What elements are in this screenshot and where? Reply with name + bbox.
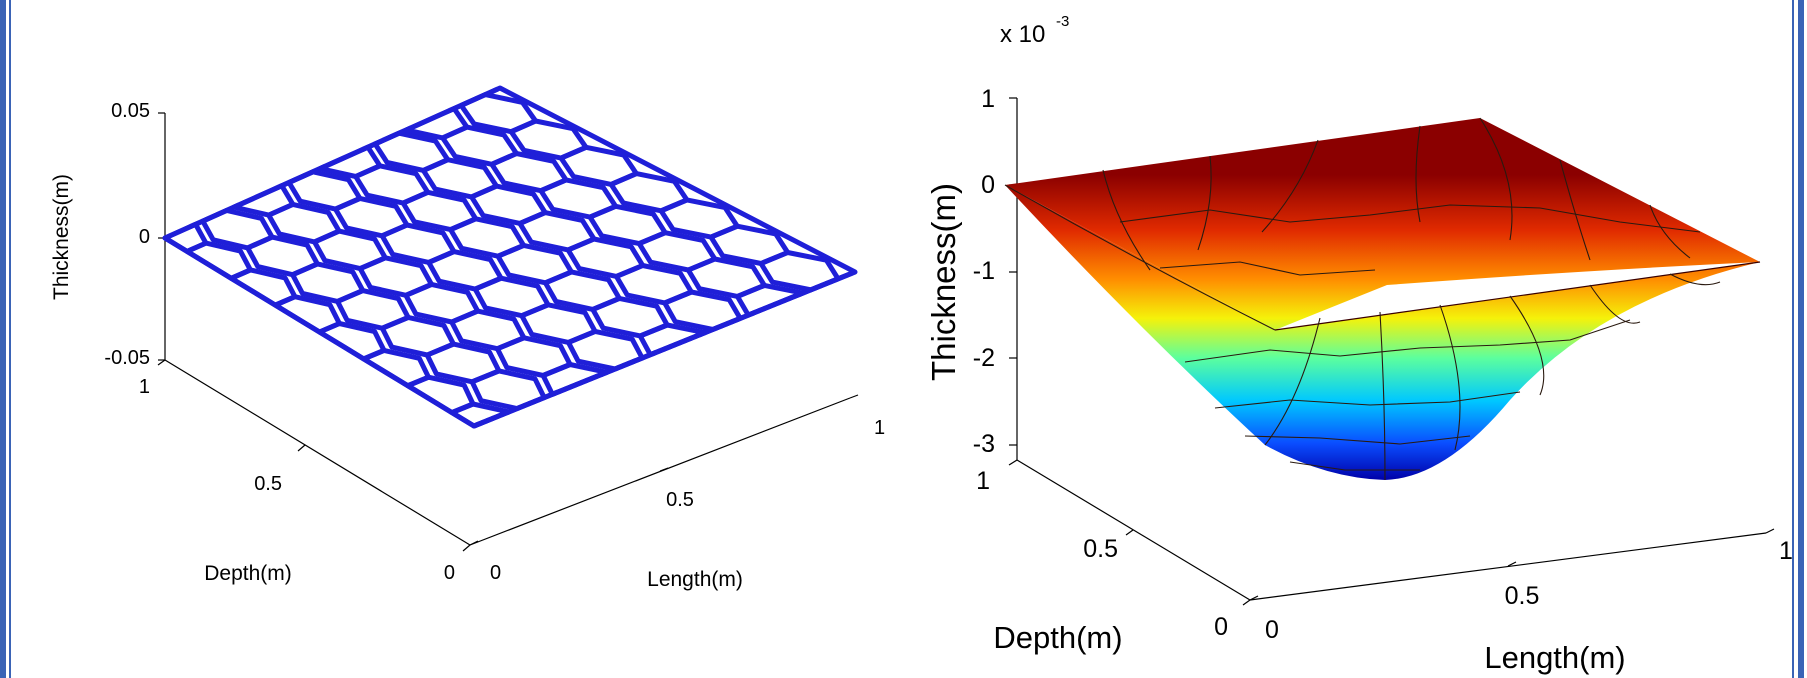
y-tick-label-2: 0.5 [1083, 535, 1118, 563]
surface-back-face [1005, 118, 1760, 330]
surface-rim-edge [1274, 261, 1761, 331]
tick-mark [157, 359, 166, 366]
mesh-edge [1289, 461, 1420, 471]
wireframe-surface-plot: 0.05 0 -0.05 1 0.5 0 0 0.5 1 Thickness(m… [50, 85, 885, 591]
tick-mark [659, 467, 669, 472]
tick-mark [1507, 561, 1517, 567]
z-tick-label-2: 0 [139, 226, 150, 248]
x-tick-label-1: 0 [490, 562, 501, 584]
y-axis-label: Depth(m) [993, 620, 1122, 655]
tick-mark [1765, 528, 1775, 534]
mesh-edge [1184, 319, 1631, 363]
mesh-edge [1004, 184, 1276, 331]
y-axis-label: Depth(m) [204, 562, 292, 585]
z-multiplier-label: x 10 [1000, 21, 1045, 48]
mesh-cell [446, 86, 500, 114]
frame-right-border-inner [1792, 0, 1794, 678]
y-tick-label-3: 0 [1214, 613, 1228, 641]
frame-left-border [0, 0, 6, 678]
mesh-edge [1669, 273, 1721, 286]
mesh-edge [1214, 391, 1521, 409]
hexagonal-mesh [162, 86, 855, 429]
mesh-edge [1415, 125, 1421, 223]
x-tick-label-3: 1 [1779, 537, 1793, 565]
y-tick-label-1: 1 [976, 467, 990, 495]
mesh-edge [1159, 261, 1376, 276]
z-tick-label-1: 1 [981, 85, 995, 113]
z-tick-label-3: -1 [973, 257, 995, 285]
mesh-cell [274, 163, 328, 191]
mesh-edge [1649, 204, 1691, 259]
frame-left-border-inner [9, 0, 11, 678]
mesh-edge [1119, 204, 1701, 233]
y-tick-label-2: 0.5 [254, 473, 282, 495]
z-tick-label-4: -2 [973, 344, 995, 372]
mesh-cell [231, 183, 296, 218]
surface-bowl-front [1005, 185, 1760, 480]
z-axis-label: Thickness(m) [925, 183, 962, 381]
z-tick-label-1: 0.05 [111, 100, 150, 122]
tick-mark [1249, 595, 1259, 601]
mesh-cell [162, 221, 209, 254]
tick-mark [1008, 459, 1018, 466]
tick-mark [849, 394, 859, 399]
y-tick-label-1: 1 [139, 376, 150, 398]
mesh-edge [1197, 155, 1212, 251]
mesh-edge [1589, 284, 1641, 324]
tick-mark [469, 540, 479, 546]
mesh-edge [1559, 159, 1591, 261]
mesh-edge [1379, 311, 1386, 481]
shaded-surface-plot: x 10 -3 1 0 -1 -2 -3 1 0.5 0 0 0.5 1 Thi… [925, 13, 1793, 675]
mesh-cell [317, 144, 383, 179]
mesh-edge [1439, 304, 1461, 451]
z-tick-label-5: -3 [973, 430, 995, 458]
mesh-cell [403, 106, 470, 141]
voronoi-mesh [1004, 117, 1721, 481]
z-axis-label: Thickness(m) [50, 174, 73, 300]
x-tick-label-1: 0 [1265, 616, 1279, 644]
mesh-edge [1261, 139, 1319, 233]
mesh-edge [1102, 169, 1151, 271]
axis-box [1016, 98, 1767, 601]
mesh-cell [360, 125, 414, 152]
z-exponent-label: -3 [1056, 13, 1069, 30]
x-axis-label: Length(m) [1484, 640, 1625, 675]
x-tick-label-2: 0.5 [666, 489, 694, 511]
z-tick-label-2: 0 [981, 171, 995, 199]
x-tick-label-3: 1 [874, 417, 885, 439]
mesh-edge [1509, 295, 1545, 396]
tick-mark [297, 444, 306, 452]
mesh-edge [1244, 435, 1471, 445]
x-tick-label-2: 0.5 [1505, 582, 1540, 610]
mesh-cell [449, 401, 512, 429]
mesh-edge [1264, 317, 1321, 446]
frame-right-border [1798, 0, 1804, 678]
tick-mark [1242, 599, 1251, 606]
z-tick-label-3: -0.05 [104, 347, 150, 369]
axis-ticks [1008, 97, 1775, 606]
mesh-edge [1479, 117, 1513, 241]
x-axis-label: Length(m) [647, 568, 743, 591]
tick-mark [462, 544, 471, 552]
mesh-cell [188, 202, 242, 229]
tick-mark [1125, 529, 1134, 536]
y-tick-label-3: 0 [444, 562, 455, 584]
